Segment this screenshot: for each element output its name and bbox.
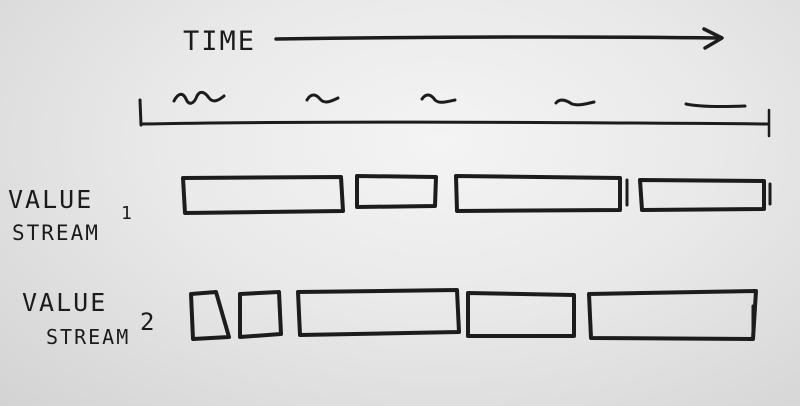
time-label: TIME	[183, 26, 256, 57]
value-stream-1-box-2	[355, 174, 438, 209]
value-stream-1-number: 1	[121, 203, 134, 224]
value-stream-2-box-2	[238, 290, 283, 339]
timeline-baseline	[139, 120, 770, 126]
value-stream-2-box-3	[296, 288, 461, 337]
timeline-mark-3	[420, 93, 457, 104]
timeline-start-tick	[138, 98, 143, 127]
time-arrow-head	[702, 27, 724, 50]
value-stream-2-label-line2: STREAM	[46, 325, 130, 349]
value-stream-2-box-4	[466, 291, 576, 338]
value-stream-1-box-4	[638, 178, 766, 212]
value-stream-1-box-1	[181, 175, 345, 215]
timeline-mark-2	[305, 93, 340, 104]
timeline-mark-5	[684, 102, 747, 109]
value-stream-2-box-1	[189, 290, 231, 341]
value-stream-2-box-5	[587, 289, 758, 341]
value-stream-1-box-3	[454, 174, 622, 213]
timeline-mark-1	[172, 90, 226, 105]
timeline-mark-4	[554, 98, 596, 107]
value-stream-1-label-line1: VALUE	[8, 185, 93, 214]
time-arrow-line	[274, 35, 720, 41]
value-stream-2-label-line1: VALUE	[22, 288, 107, 317]
value-stream-1-label-line2: STREAM	[12, 221, 100, 245]
value-stream-2-number: 2	[140, 308, 156, 336]
